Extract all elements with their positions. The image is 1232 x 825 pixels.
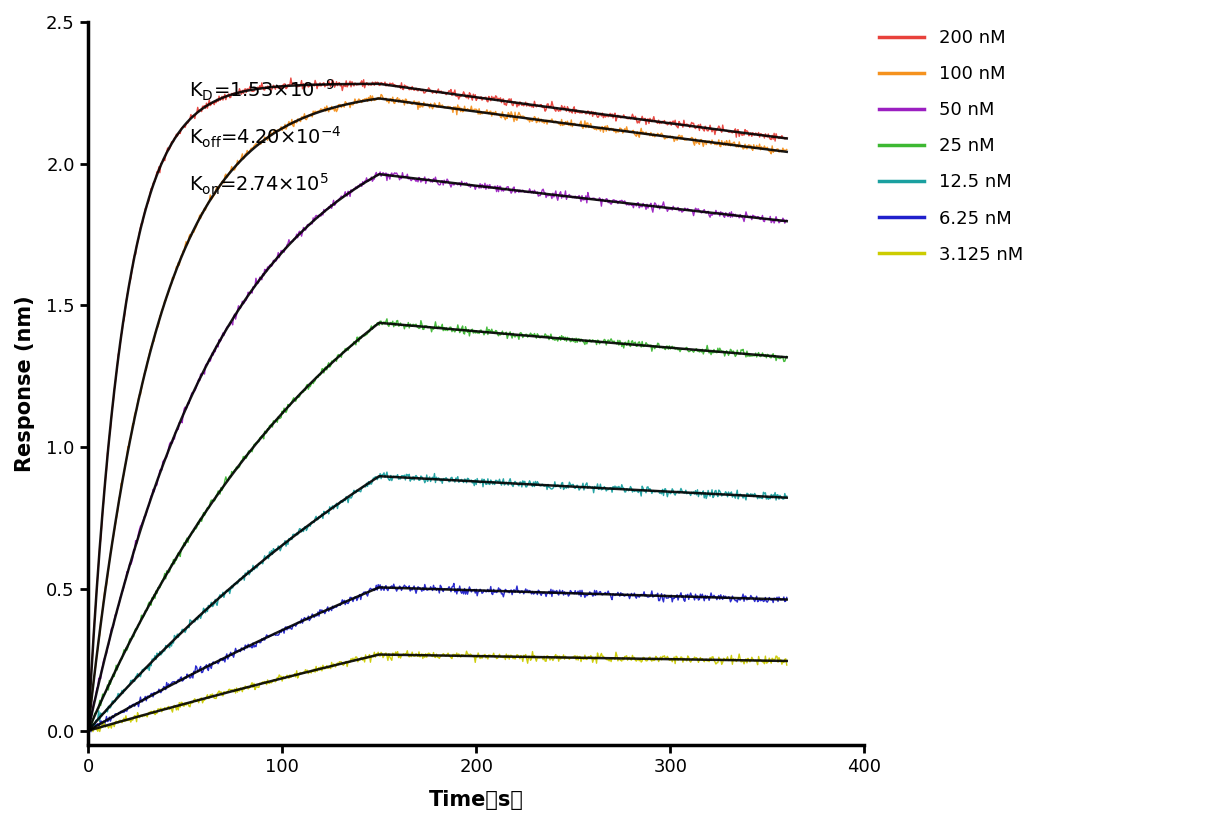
X-axis label: Time（s）: Time（s） bbox=[429, 790, 524, 810]
Text: K$_\mathregular{on}$=2.74×10$^{5}$: K$_\mathregular{on}$=2.74×10$^{5}$ bbox=[188, 172, 329, 197]
Text: K$_\mathregular{off}$=4.20×10$^{-4}$: K$_\mathregular{off}$=4.20×10$^{-4}$ bbox=[188, 125, 341, 150]
Y-axis label: Response (nm): Response (nm) bbox=[15, 295, 34, 472]
Legend: 200 nM, 100 nM, 50 nM, 25 nM, 12.5 nM, 6.25 nM, 3.125 nM: 200 nM, 100 nM, 50 nM, 25 nM, 12.5 nM, 6… bbox=[872, 22, 1030, 271]
Text: K$_\mathregular{D}$=1.53×10$^{-9}$: K$_\mathregular{D}$=1.53×10$^{-9}$ bbox=[188, 78, 335, 103]
